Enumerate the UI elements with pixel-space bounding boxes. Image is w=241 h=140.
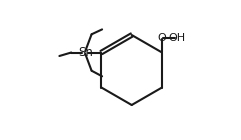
Text: O: O xyxy=(158,33,166,43)
Text: Sn: Sn xyxy=(78,46,93,59)
Text: OH: OH xyxy=(168,33,185,43)
